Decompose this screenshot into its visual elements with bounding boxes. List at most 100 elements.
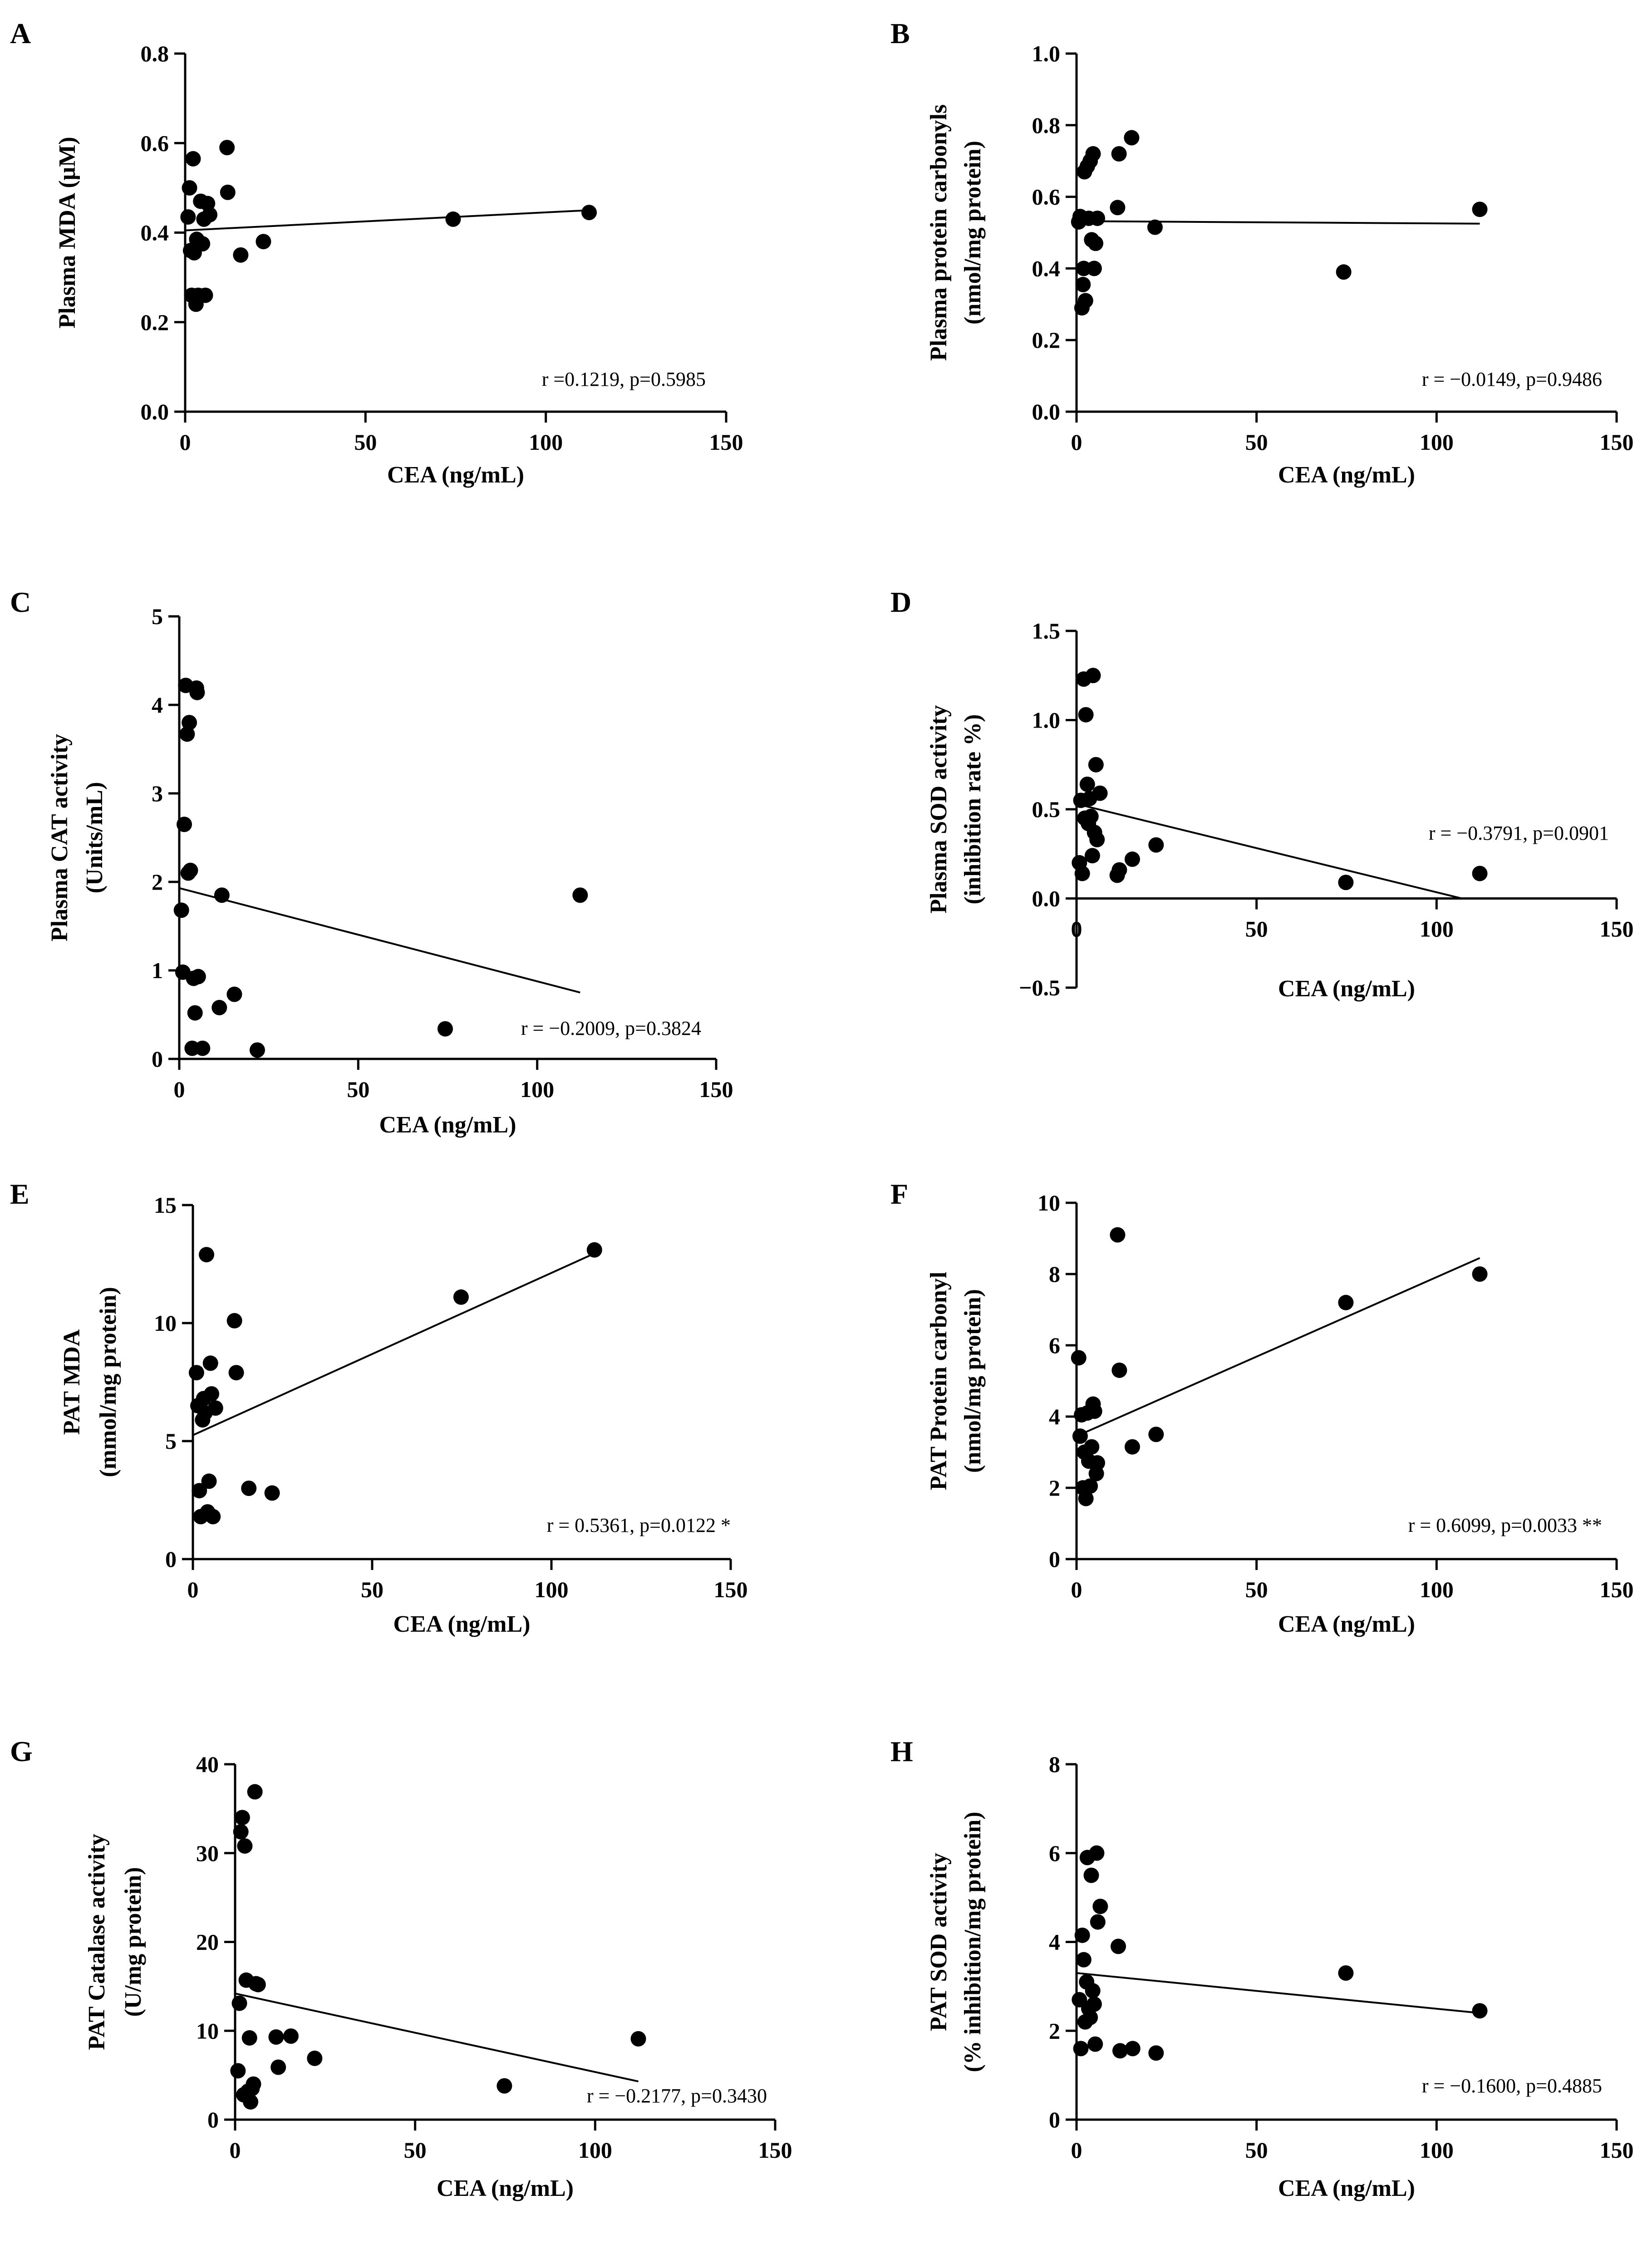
panel-d-y-tick-label: 0.5	[1032, 797, 1061, 822]
panel-e-data-point	[228, 1365, 244, 1381]
panel-b-data-point	[1077, 293, 1093, 309]
panel-h-data-point	[1087, 2036, 1103, 2052]
panel-g-data-point	[230, 2063, 246, 2079]
panel-c-data-point	[249, 1042, 265, 1058]
panel-b-data-point	[1111, 146, 1127, 162]
panel-a-data-point	[445, 211, 461, 227]
panel-f-y-tick-label: 2	[1049, 1475, 1060, 1501]
panel-c-data-point	[195, 1040, 211, 1056]
panel-a-x-tick-label: 0	[180, 429, 191, 455]
panel-e-data-point	[453, 1289, 469, 1305]
panel-d-data-point	[1148, 837, 1164, 853]
panel-b-data-point	[1085, 146, 1101, 162]
panel-h-x-tick-label: 150	[1600, 2137, 1634, 2163]
panel-g-letter: G	[10, 1735, 33, 1767]
panel-a-data-point	[233, 247, 249, 263]
panel-d-x-tick-label: 0	[1071, 916, 1082, 942]
panel-a-y-tick-label: 0.4	[141, 220, 169, 246]
panel-c-data-point	[173, 902, 189, 918]
panel-e-y-axis-title: PAT MDA	[59, 1329, 85, 1435]
panel-a-data-point	[202, 207, 218, 223]
panel-d-y-tick-label: 1.0	[1032, 708, 1061, 733]
panel-d-regression-line	[1076, 803, 1462, 900]
panel-e-data-point	[586, 1242, 602, 1258]
panel-d-data-point	[1084, 848, 1100, 864]
panel-h-y-tick-label: 0	[1049, 2107, 1060, 2132]
panel-a-y-tick-label: 0.8	[141, 41, 169, 66]
panel-a-data-point	[195, 236, 211, 252]
panel-h-y-axis-title: PAT SOD activity	[926, 1853, 952, 2031]
panel-c-data-point	[190, 969, 206, 984]
panel-h-y-axis-title: (% inhibition/mg protein)	[960, 1811, 986, 2072]
panel-h-x-tick-label: 100	[1420, 2137, 1454, 2163]
panel-b-data-point	[1472, 202, 1488, 217]
panel-c-data-point	[437, 1021, 453, 1037]
panel-g-x-tick-label: 150	[758, 2137, 792, 2163]
panel-g-data-point	[234, 1810, 250, 1826]
panel-c-x-tick-label: 0	[174, 1077, 185, 1102]
panel-c-data-point	[211, 999, 227, 1015]
panel-f-data-point	[1082, 1478, 1098, 1494]
panel-a-y-tick-label: 0.6	[141, 130, 169, 156]
panel-d-data-point	[1088, 757, 1104, 773]
panel-h-data-point	[1472, 2003, 1488, 2019]
panel-h-data-point	[1086, 1996, 1102, 2012]
panel-b-data-point	[1090, 210, 1106, 226]
panel-b-y-tick-label: 0.6	[1032, 184, 1061, 210]
panel-c-data-point	[177, 817, 192, 832]
panel-d-data-point	[1083, 808, 1099, 824]
panel-c-x-tick-label: 50	[347, 1077, 369, 1102]
panel-g-y-tick-label: 40	[196, 1752, 219, 1777]
panel-h-y-tick-label: 8	[1049, 1752, 1060, 1777]
panel-e-data-point	[199, 1247, 215, 1263]
panel-f-y-axis-title: PAT Protein carbonyl	[926, 1272, 952, 1490]
panel-f-data-point	[1071, 1350, 1087, 1366]
panel-h-data-point	[1074, 1927, 1090, 1943]
panel-e-y-tick-label: 15	[154, 1192, 177, 1218]
panel-h-stat-annotation: r = −0.1600, p=0.4885	[1422, 2075, 1602, 2097]
panel-d-y-tick-label: 1.5	[1032, 618, 1061, 644]
panel-e-data-point	[201, 1473, 217, 1489]
panel-b: B 0.0 0.2 0.4 0.6 0.8 1.0 0 50 100 150 CEA (ng/mL) P…	[890, 17, 1634, 488]
panel-c-data-point	[182, 715, 197, 730]
panel-g-data-point	[246, 2076, 261, 2092]
panel-b-y-tick-label: 0.0	[1032, 399, 1061, 424]
panel-c-data-point	[182, 862, 198, 878]
panel-d-data-point	[1074, 866, 1090, 881]
panel-b-y-axis-title: (nmol/mg protein)	[960, 141, 986, 325]
panel-a-data-point	[180, 209, 196, 225]
panel-h-data-point	[1089, 1845, 1105, 1861]
panel-c-regression-line	[179, 887, 580, 994]
panel-c-data-point	[187, 1005, 203, 1021]
panel-b-letter: B	[890, 17, 910, 49]
panel-f-data-point	[1148, 1427, 1164, 1442]
panel-h-x-tick-label: 50	[1245, 2137, 1268, 2163]
panel-c-stat-annotation: r = −0.2009, p=0.3824	[521, 1017, 701, 1039]
panel-a-x-tick-label: 100	[529, 429, 563, 455]
panel-g-data-point	[243, 2094, 259, 2110]
panel-f-data-point	[1072, 1428, 1088, 1444]
panel-b-stat-annotation: r = −0.0149, p=0.9486	[1422, 368, 1602, 390]
panel-h-regression-line	[1076, 1972, 1480, 2014]
panel-d: D −0.5 0.0 0.5 1.0 1.5 0 50 100 150 CEA (ng/mL) Pla…	[890, 586, 1634, 1002]
panel-a-stat-annotation: r =0.1219, p=0.5985	[542, 368, 706, 390]
panel-b-data-point	[1147, 219, 1163, 235]
panel-c-data-point	[214, 887, 230, 903]
panel-d-data-point	[1111, 862, 1127, 878]
panel-h-x-axis-title: CEA (ng/mL)	[1278, 2175, 1415, 2201]
panel-d-y-tick-label: −0.5	[1019, 975, 1060, 1000]
panel-e-y-axis-title: (mmol/mg protein)	[95, 1287, 121, 1477]
panel-c-y-tick-label: 3	[152, 781, 163, 806]
panel-a-y-axis-title: Plasma MDA (μM)	[54, 137, 80, 328]
panel-h-letter: H	[890, 1735, 913, 1767]
panel-a-data-point	[220, 184, 236, 200]
panel-g-data-point	[233, 1824, 249, 1840]
panel-h-data-point	[1092, 1899, 1108, 1914]
panel-a-data-point	[182, 180, 197, 196]
panel-c-data-point	[572, 887, 588, 903]
panel-g-data-point	[237, 1838, 253, 1854]
panel-c-letter: C	[10, 586, 31, 618]
